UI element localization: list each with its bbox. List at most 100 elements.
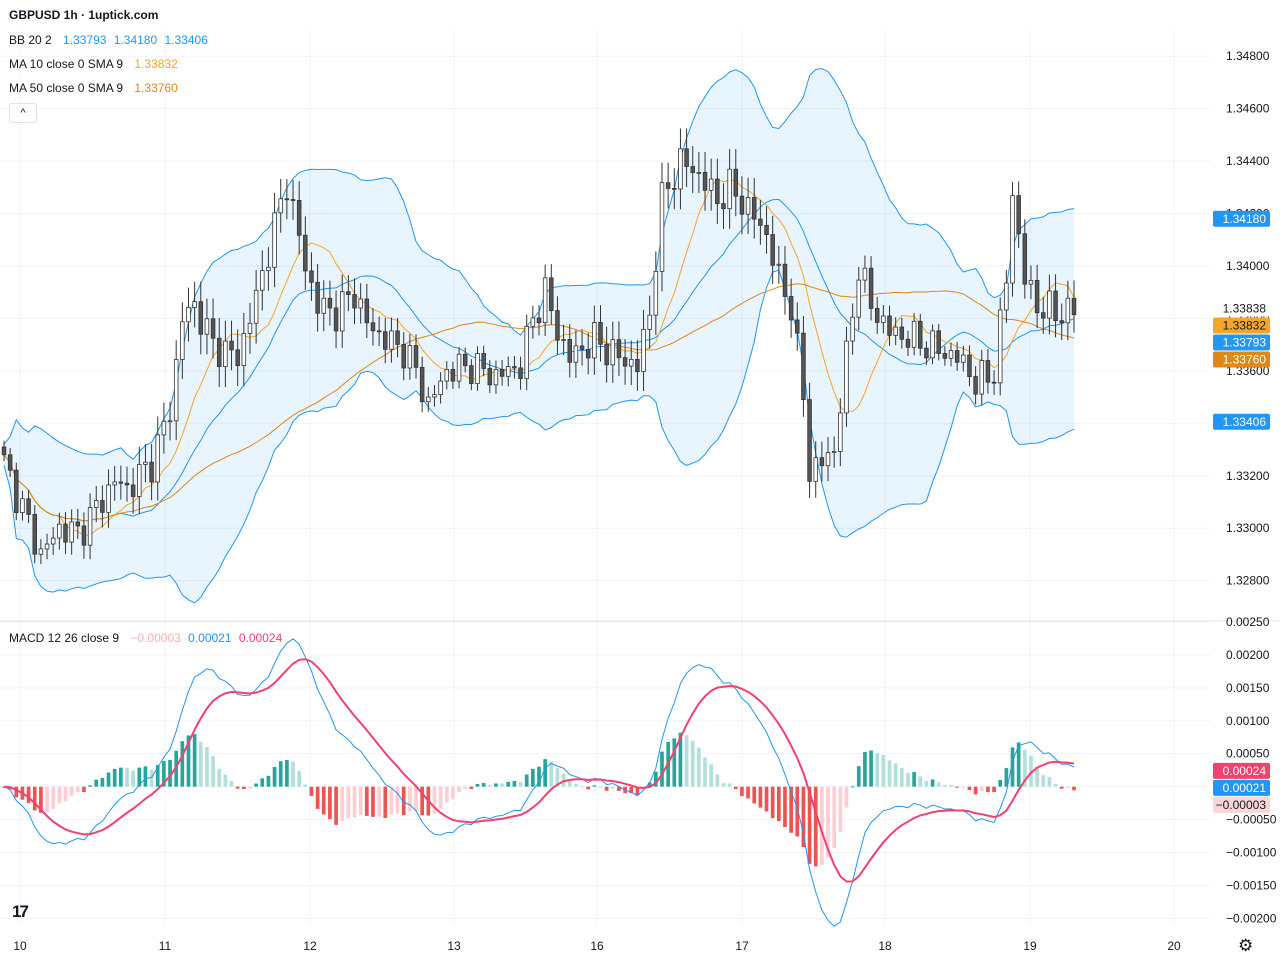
- macd-histogram-bar: [912, 772, 916, 787]
- macd-line: [3, 638, 1075, 928]
- candle-up: [173, 359, 179, 422]
- macd-histogram-bar: [783, 786, 787, 827]
- candle-up: [850, 316, 855, 342]
- legend-ma10[interactable]: MA 10 close 0 SMA 9 1.33832: [9, 56, 182, 72]
- candle: [807, 382, 812, 499]
- time-tick-12: 12: [303, 939, 317, 953]
- price-tag-0: 1.34180: [1223, 212, 1267, 226]
- macd-tag-1: 0.00021: [1223, 781, 1267, 795]
- macd-histogram-bar: [721, 783, 726, 787]
- candle: [905, 330, 911, 356]
- legend-ma50-label: MA 50 close 0 SMA 9: [9, 81, 124, 95]
- candle: [739, 176, 745, 235]
- legend-macd-value: 0.00021: [188, 631, 232, 645]
- macd-histogram-bar: [198, 741, 203, 787]
- candle-down: [401, 344, 406, 369]
- candle-up: [87, 507, 93, 546]
- macd-histogram-bar: [924, 780, 929, 787]
- macd-histogram-bar: [604, 786, 609, 791]
- gear-icon[interactable]: ⚙: [1238, 936, 1254, 955]
- macd-histogram-bar: [57, 786, 62, 804]
- candle: [383, 317, 388, 364]
- macd-histogram-bar: [383, 786, 388, 818]
- macd-histogram-bar: [961, 786, 966, 788]
- legend-bb[interactable]: BB 20 2 1.33793 1.34180 1.33406: [9, 32, 212, 48]
- macd-histogram-bar: [1022, 749, 1027, 787]
- macd-histogram-bar: [875, 753, 880, 787]
- candle: [850, 303, 855, 355]
- collapse-legend-button[interactable]: ^: [9, 103, 37, 123]
- price-tick-8: 1.33200: [1226, 469, 1270, 483]
- legend-macd[interactable]: MACD 12 26 close 9 −0.00003 0.00021 0.00…: [9, 630, 286, 646]
- macd-histogram-bar: [537, 766, 541, 787]
- macd-histogram-bar: [137, 767, 142, 787]
- candle-down: [210, 318, 216, 339]
- candle: [1065, 280, 1071, 341]
- candle: [426, 386, 431, 412]
- macd-histogram-bar: [309, 786, 314, 797]
- candle-up: [838, 412, 843, 452]
- macd-histogram-bar: [709, 764, 714, 787]
- candle-up: [930, 330, 935, 359]
- candle: [389, 317, 394, 363]
- candle-down: [229, 340, 234, 351]
- macd-histogram-bar: [850, 786, 855, 788]
- candle: [770, 215, 775, 285]
- macd-histogram-bar: [106, 772, 111, 787]
- candle-up: [948, 350, 954, 359]
- macd-tick-8: −0.00150: [1226, 878, 1277, 892]
- macd-histogram-bar: [801, 786, 806, 848]
- candle-down: [604, 343, 609, 366]
- macd-histogram-bar: [678, 732, 683, 787]
- candle-down: [782, 263, 788, 297]
- candle: [672, 168, 677, 210]
- candle: [432, 385, 437, 407]
- candle-down: [487, 368, 493, 386]
- candle-up: [321, 297, 327, 314]
- candle: [272, 192, 277, 288]
- candle-down: [352, 294, 357, 309]
- macd-histogram-bar: [371, 786, 375, 817]
- candle: [881, 305, 886, 334]
- tradingview-logo-icon[interactable]: 17: [12, 902, 29, 921]
- macd-tick-7: −0.00100: [1226, 846, 1277, 860]
- candle-down: [702, 171, 708, 191]
- chart-title: GBPUSD 1h · 1uptick.com: [9, 8, 159, 22]
- candle: [118, 465, 124, 500]
- candle: [782, 246, 788, 315]
- candle: [321, 280, 327, 332]
- candle-up: [592, 322, 597, 359]
- price-tick-0: 1.34800: [1226, 49, 1270, 63]
- candle-down: [419, 366, 425, 403]
- candle-down: [1016, 195, 1021, 235]
- candle-up: [831, 451, 837, 454]
- candle: [592, 305, 597, 375]
- candle: [456, 347, 462, 389]
- candle: [100, 485, 105, 528]
- candle-down: [1034, 279, 1040, 314]
- macd-histogram-bar: [82, 786, 86, 793]
- time-tick-19: 19: [1023, 939, 1037, 953]
- candle-down: [63, 523, 68, 543]
- candle-down: [303, 234, 308, 272]
- candle-up: [825, 452, 831, 467]
- candle-up: [475, 353, 480, 384]
- candle: [278, 178, 283, 233]
- macd-histogram-bar: [826, 786, 830, 858]
- macd-histogram-bar: [241, 786, 246, 790]
- candle: [192, 281, 197, 328]
- candle-down: [518, 367, 523, 379]
- candle: [567, 324, 572, 378]
- candle-up: [542, 277, 548, 324]
- macd-histogram-bar: [475, 783, 480, 787]
- candle-down: [715, 178, 720, 205]
- legend-ma50[interactable]: MA 50 close 0 SMA 9 1.33760: [9, 80, 182, 96]
- candle-down: [758, 218, 763, 226]
- macd-histogram-bar: [543, 759, 547, 787]
- candle: [708, 158, 714, 211]
- macd-histogram-bar: [266, 775, 271, 787]
- macd-histogram-bar: [930, 779, 935, 787]
- macd-histogram-bar: [770, 786, 775, 819]
- candle-up: [813, 457, 818, 482]
- macd-histogram-bar: [592, 785, 597, 787]
